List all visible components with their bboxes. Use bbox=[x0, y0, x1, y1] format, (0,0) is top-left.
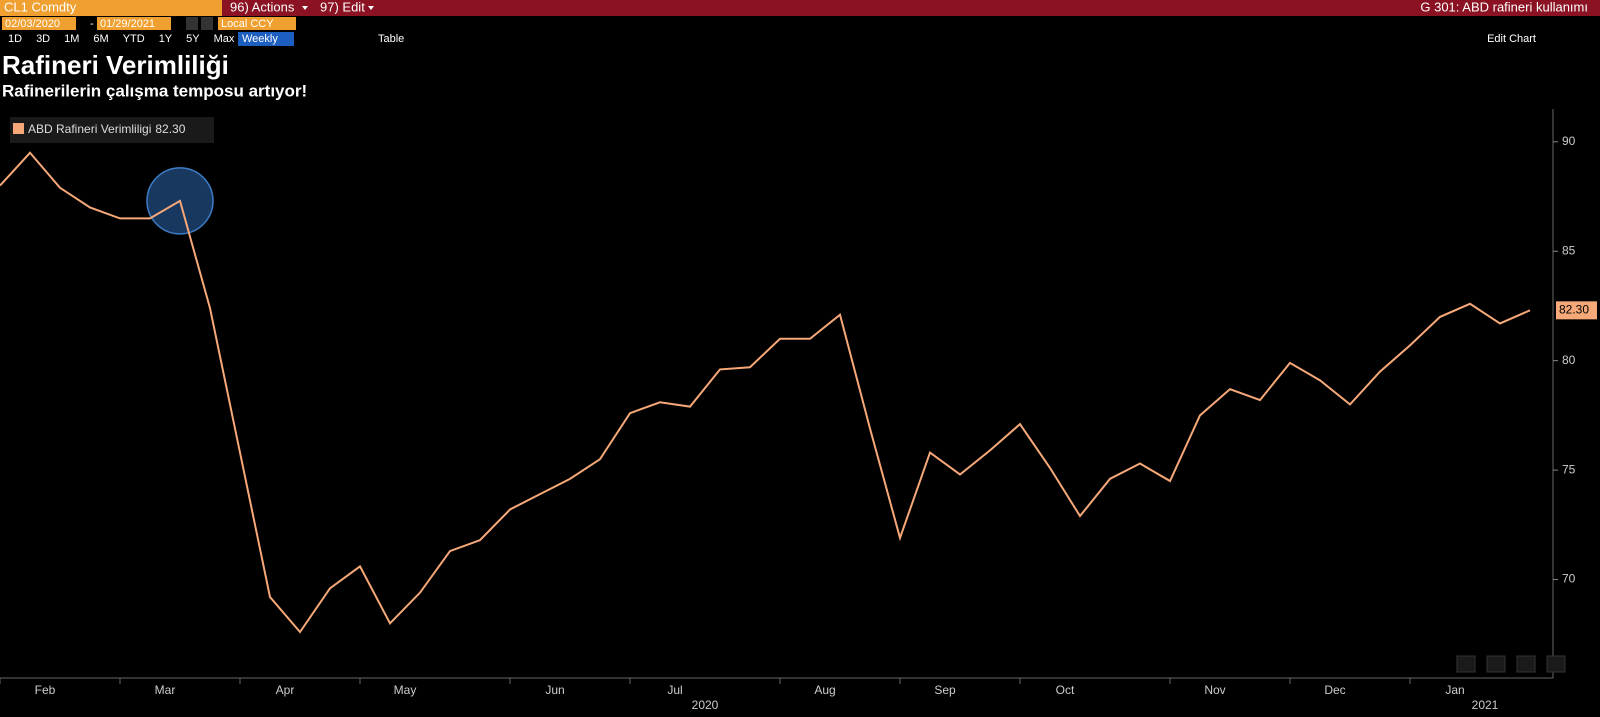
x-tick-label: Jun bbox=[545, 683, 564, 697]
plot: 70 75 80 85 90 Feb Mar Apr May Jun Jul Aug Sep Oct Nov… bbox=[0, 109, 1597, 712]
table-button[interactable]: Table bbox=[378, 33, 404, 45]
period-buttons: 1D 3D 1M 6M YTD 1Y 5Y Max bbox=[8, 33, 235, 45]
x-tick-label: Sep bbox=[934, 683, 956, 697]
next-button[interactable] bbox=[201, 17, 213, 30]
dropdown-arrow bbox=[368, 6, 374, 10]
period-button[interactable]: YTD bbox=[123, 33, 145, 45]
currency: Local CCY bbox=[221, 18, 274, 30]
last-value-badge bbox=[1556, 301, 1597, 320]
chart-tool[interactable] bbox=[1456, 655, 1476, 673]
top-bar bbox=[0, 0, 1600, 16]
y-tick-label: 85 bbox=[1562, 243, 1576, 257]
security-field[interactable] bbox=[0, 0, 222, 16]
chart-tool[interactable] bbox=[1546, 655, 1566, 673]
end-date: 01/29/2021 bbox=[100, 18, 155, 30]
period-button[interactable]: 1D bbox=[8, 33, 22, 45]
x-tick-label: Nov bbox=[1204, 683, 1225, 697]
edit-chart-button[interactable]: Edit Chart bbox=[1487, 33, 1536, 45]
currency-field[interactable] bbox=[218, 17, 296, 30]
actions-menu[interactable]: 96) Actions bbox=[230, 0, 295, 14]
x-tick-label: May bbox=[394, 683, 417, 697]
period-button[interactable]: Max bbox=[214, 33, 235, 45]
chart-tool[interactable] bbox=[1516, 655, 1536, 673]
last-value-label: 82.30 bbox=[1559, 303, 1589, 317]
series-line bbox=[0, 151, 1531, 634]
start-date: 02/03/2020 bbox=[5, 18, 60, 30]
x-tick-label: Oct bbox=[1056, 683, 1075, 697]
x-tick-label: Apr bbox=[276, 683, 295, 697]
period-button[interactable]: 6M bbox=[93, 33, 108, 45]
x-year-label: 2020 bbox=[692, 698, 719, 712]
period-button[interactable]: 1M bbox=[64, 33, 79, 45]
date-separator: - bbox=[90, 18, 94, 30]
edit-menu[interactable]: 97) Edit bbox=[320, 0, 365, 14]
dropdown-arrow bbox=[302, 6, 308, 10]
frequency: Weekly bbox=[242, 33, 278, 45]
x-year-label: 2021 bbox=[1472, 698, 1499, 712]
x-tick-label: Aug bbox=[814, 683, 835, 697]
security: CL1 Comdty bbox=[4, 0, 77, 14]
period-button[interactable]: 5Y bbox=[186, 33, 200, 45]
y-tick-label: 90 bbox=[1562, 134, 1576, 148]
y-tick-label: 75 bbox=[1562, 462, 1576, 476]
frequency-button[interactable] bbox=[238, 32, 294, 46]
prev-button[interactable] bbox=[186, 17, 198, 30]
start-date-field[interactable] bbox=[2, 17, 76, 30]
period-button[interactable]: 3D bbox=[36, 33, 50, 45]
x-tick-label: Feb bbox=[35, 683, 56, 697]
x-tick-label: Jan bbox=[1445, 683, 1464, 697]
x-tick-label: Jul bbox=[667, 683, 682, 697]
x-tick-label: Dec bbox=[1324, 683, 1345, 697]
end-date-field[interactable] bbox=[97, 17, 171, 30]
legend-label[interactable]: ABD Rafineri Verimliligi bbox=[28, 122, 151, 136]
chart-title: Rafineri Verimliliği bbox=[2, 50, 229, 80]
y-tick-label: 70 bbox=[1562, 572, 1576, 586]
period-button[interactable]: 1Y bbox=[159, 33, 173, 45]
legend-swatch bbox=[13, 123, 24, 134]
legend-box bbox=[10, 117, 214, 143]
chart-subtitle: Rafinerilerin çalışma temposu artıyor! bbox=[2, 81, 307, 100]
y-tick-label: 80 bbox=[1562, 353, 1576, 367]
x-tick-label: Mar bbox=[155, 683, 176, 697]
chart-tool[interactable] bbox=[1486, 655, 1506, 673]
page-title: G 301: ABD rafineri kullanımı bbox=[1420, 0, 1588, 14]
legend-value: 82.30 bbox=[155, 122, 185, 136]
